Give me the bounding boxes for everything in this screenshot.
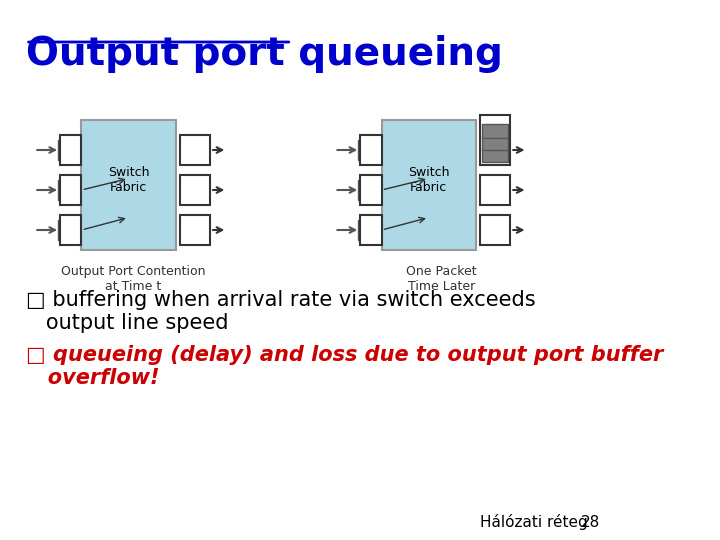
Bar xyxy=(480,215,510,245)
Bar xyxy=(480,115,510,165)
Text: Switch
Fabric: Switch Fabric xyxy=(408,166,449,194)
Bar xyxy=(360,175,382,205)
Bar xyxy=(359,180,377,200)
Text: □ buffering when arrival rate via switch exceeds
   output line speed: □ buffering when arrival rate via switch… xyxy=(26,290,536,333)
Bar xyxy=(58,180,77,200)
Bar xyxy=(482,148,508,162)
Bar xyxy=(60,215,81,245)
Bar xyxy=(382,120,476,250)
Text: Output Port Contention
at Time t: Output Port Contention at Time t xyxy=(60,265,205,293)
Text: □ queueing (delay) and loss due to output port buffer
   overflow!: □ queueing (delay) and loss due to outpu… xyxy=(26,345,663,388)
Text: Switch
Fabric: Switch Fabric xyxy=(108,166,149,194)
Bar xyxy=(58,140,77,160)
Bar xyxy=(482,124,508,138)
Bar xyxy=(360,135,382,165)
Bar xyxy=(58,220,77,240)
Bar xyxy=(359,220,377,240)
Text: Hálózati réteg: Hálózati réteg xyxy=(480,514,588,530)
Bar xyxy=(180,175,210,205)
Text: One Packet
Time Later: One Packet Time Later xyxy=(406,265,477,293)
Bar xyxy=(359,140,377,160)
Bar xyxy=(180,135,210,165)
Bar xyxy=(81,120,176,250)
Bar xyxy=(482,136,508,150)
Text: 28: 28 xyxy=(581,515,600,530)
Bar xyxy=(180,215,210,245)
Bar xyxy=(360,215,382,245)
Bar xyxy=(60,175,81,205)
Bar xyxy=(60,135,81,165)
Bar xyxy=(480,175,510,205)
Text: Output port queueing: Output port queueing xyxy=(26,35,503,73)
